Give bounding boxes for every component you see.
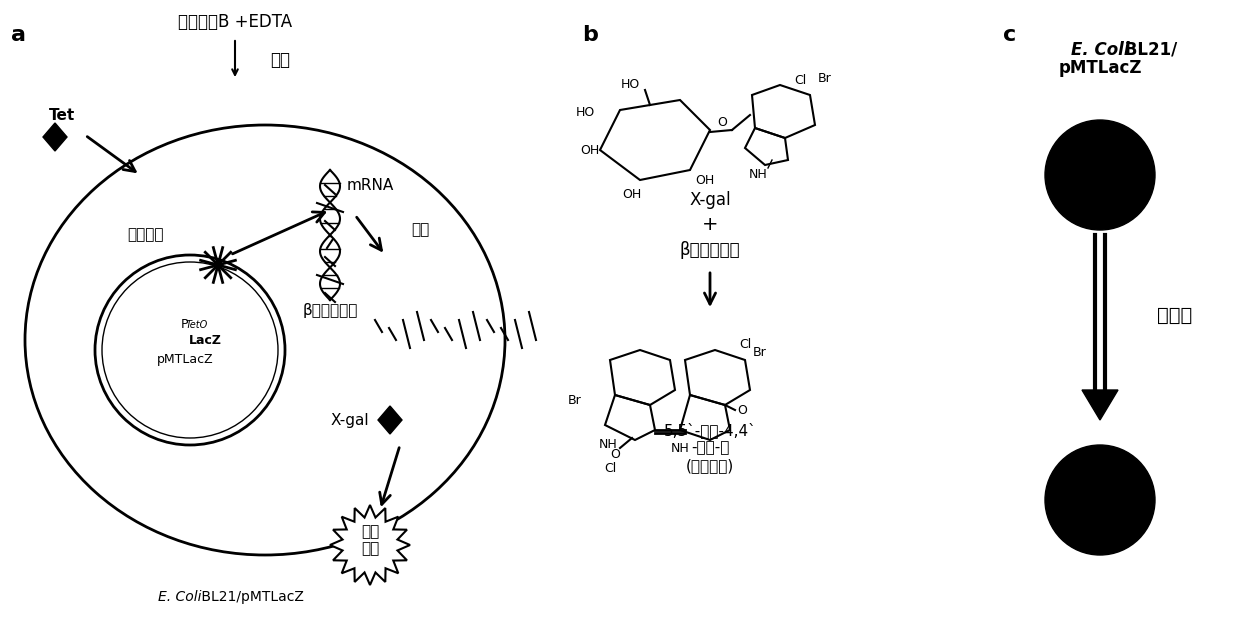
Text: OH: OH: [695, 173, 715, 186]
Text: O: O: [717, 115, 727, 128]
Text: HO: HO: [621, 78, 639, 91]
Circle shape: [1044, 445, 1155, 555]
Polygon shape: [378, 406, 401, 434]
Text: 阻遇蛋白: 阻遇蛋白: [126, 228, 164, 242]
Text: Cl: Cl: [738, 339, 751, 352]
Text: (蓝色沉淀): (蓝色沉淀): [686, 458, 735, 473]
Text: P: P: [181, 318, 188, 331]
Circle shape: [1044, 120, 1155, 230]
Text: NH: NH: [670, 442, 689, 455]
Text: NH: NH: [598, 439, 617, 452]
Text: LacZ: LacZ: [188, 334, 222, 347]
Text: b: b: [582, 25, 598, 45]
Text: 5,5`-二溴-4,4`: 5,5`-二溴-4,4`: [664, 422, 756, 438]
Text: β半乳糖苷醂: β半乳糖苷醂: [302, 302, 358, 318]
Polygon shape: [43, 123, 67, 151]
Text: TetO: TetO: [186, 320, 208, 330]
Text: Br: Br: [818, 72, 831, 85]
Text: Br: Br: [753, 346, 767, 358]
Text: O: O: [610, 449, 620, 462]
Text: BL21/: BL21/: [1119, 41, 1177, 59]
Text: -二氯-靛: -二氯-靛: [691, 441, 730, 455]
Text: 敏化: 敏化: [270, 51, 290, 69]
Text: O: O: [737, 404, 747, 416]
Text: Cl: Cl: [603, 462, 616, 474]
Text: X-gal: X-gal: [689, 191, 731, 209]
Text: E. Coli: E. Coli: [159, 590, 202, 604]
Text: 多粘菌素B +EDTA: 多粘菌素B +EDTA: [178, 13, 292, 31]
Text: NH: NH: [748, 168, 767, 181]
Text: OH: OH: [580, 144, 600, 157]
Text: E. Coli: E. Coli: [1070, 41, 1129, 59]
Text: HO: HO: [575, 107, 595, 120]
Polygon shape: [1082, 390, 1118, 420]
Text: mRNA: mRNA: [347, 178, 394, 193]
Text: Cl: Cl: [794, 73, 807, 86]
Text: c: c: [1004, 25, 1017, 45]
Text: OH: OH: [622, 189, 642, 202]
Text: pMTLacZ: pMTLacZ: [1058, 59, 1142, 77]
Text: Tet: Tet: [48, 107, 76, 123]
Text: a: a: [10, 25, 26, 45]
Text: X-gal: X-gal: [331, 413, 369, 428]
Text: 四环素: 四环素: [1157, 305, 1193, 325]
Text: BL21/pMTLacZ: BL21/pMTLacZ: [197, 590, 304, 604]
Polygon shape: [330, 505, 410, 585]
Text: Br: Br: [569, 394, 582, 407]
Text: 转录: 转录: [411, 223, 429, 238]
Text: pMTLacZ: pMTLacZ: [156, 354, 213, 366]
Text: +: +: [701, 215, 719, 234]
Text: 蓝色
斧点: 蓝色 斧点: [361, 524, 379, 556]
Text: β半乳糖苷酶: β半乳糖苷酶: [680, 241, 741, 259]
